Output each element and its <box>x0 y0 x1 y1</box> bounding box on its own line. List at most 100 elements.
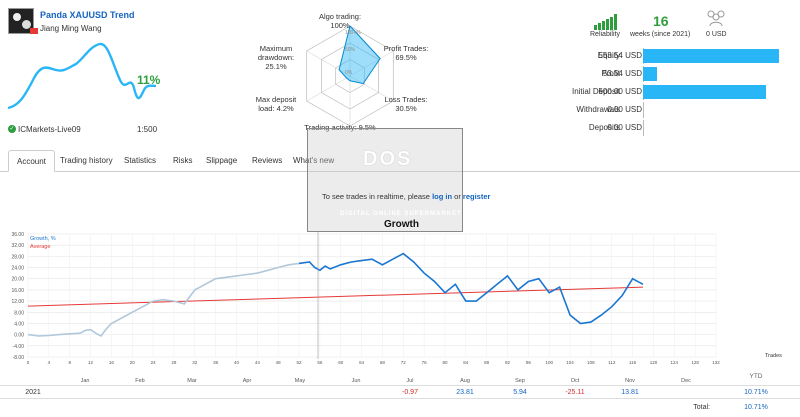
month-label: Jul <box>406 378 413 384</box>
weeks-count: 16 <box>653 13 669 29</box>
tab-trading-history[interactable]: Trading history <box>60 156 113 165</box>
ytd-header: YTD <box>749 373 763 380</box>
x-tick-label: 104 <box>566 360 574 365</box>
x-tick-label: 40 <box>234 360 240 365</box>
stat-bar <box>643 67 657 81</box>
x-tick-label: 72 <box>401 360 407 365</box>
x-tick-label: 88 <box>484 360 490 365</box>
radar-label-activity: Trading activity: 9.5% <box>304 123 376 132</box>
radar-tick: 0% <box>345 70 353 76</box>
month-label: Oct <box>571 378 580 384</box>
reliability-label: Reliability <box>590 31 620 38</box>
stat-label: Withdrawals <box>576 105 620 114</box>
stat-value: 53.54 USD <box>602 69 642 78</box>
ytd-value: 10.71% <box>744 389 768 396</box>
stat-row-withdrawals: Withdrawals 0.00 USD <box>540 102 790 118</box>
x-tick-label: 44 <box>255 360 261 365</box>
login-link[interactable]: log in <box>432 192 453 201</box>
y-tick-label: 20.00 <box>11 277 24 283</box>
stat-row-profit: Profit 53.54 USD <box>540 66 790 82</box>
year-cell: 2021 <box>25 389 41 396</box>
watermark-brand: DOS <box>363 148 413 170</box>
y-tick-label: 4.00 <box>14 321 24 327</box>
y-tick-label: 32.00 <box>11 243 24 249</box>
x-tick-label: 48 <box>276 360 282 365</box>
radar-label-algo: Algo trading: 100% <box>318 12 362 30</box>
y-tick-label: 8.00 <box>14 310 24 316</box>
x-tick-label: 4 <box>48 360 51 365</box>
y-tick-label: -4.00 <box>13 344 25 350</box>
subscribers-value: 0 USD <box>706 31 727 38</box>
author-avatar[interactable] <box>8 8 34 34</box>
growth-line-history <box>27 262 300 338</box>
tab-reviews[interactable]: Reviews <box>252 156 283 165</box>
x-tick-label: 24 <box>151 360 157 365</box>
growth-chart[interactable]: 36.00 32.00 28.00 24.00 20.00 16.00 12.00 8.00 4… <box>0 228 800 388</box>
tab-risks[interactable]: Risks <box>173 156 193 165</box>
total-label: Total: <box>693 404 710 411</box>
x-tick-label: 20 <box>130 360 136 365</box>
radar-polygon <box>338 24 381 85</box>
stat-value: 0.00 USD <box>607 123 642 132</box>
month-label: Sep <box>515 378 525 384</box>
x-tick-label: 128 <box>691 360 699 365</box>
month-return: 13.81 <box>621 389 639 396</box>
x-tick-label: 120 <box>650 360 658 365</box>
signal-title[interactable]: Panda XAUUSD Trend <box>40 10 135 20</box>
radar-label-profit: Profit Trades: 69.5% <box>383 44 429 62</box>
tab-slippage[interactable]: Slippage <box>206 156 238 165</box>
x-tick-label: 132 <box>712 360 720 365</box>
x-tick-label: 16 <box>109 360 115 365</box>
x-tick-label: 0 <box>27 360 30 365</box>
broker-server[interactable]: ICMarkets-Live09 <box>18 125 81 134</box>
stat-label: Initial Deposit <box>571 87 620 96</box>
author-name[interactable]: Jiang Ming Wang <box>40 24 102 33</box>
growth-percent: 11% <box>137 73 161 87</box>
stat-row-deposits: Deposits 0.00 USD <box>540 120 790 136</box>
y-tick-label: -8.00 <box>13 355 25 361</box>
realtime-text: To see trades in realtime, please <box>322 192 433 201</box>
y-tick-label: 24.00 <box>11 266 24 272</box>
y-tick-label: 0.00 <box>14 333 24 339</box>
x-tick-label: 76 <box>422 360 428 365</box>
radar-tick: 100+% <box>345 30 361 36</box>
x-tick-label: 84 <box>463 360 469 365</box>
stat-value: 553.54 USD <box>598 51 642 60</box>
watermark-subtitle: DIGITAL ONLINE SUPERMARKET <box>340 211 462 217</box>
stat-bar <box>643 49 779 63</box>
x-tick-label: 112 <box>608 360 616 365</box>
x-tick-label: 12 <box>88 360 94 365</box>
radar-spoke <box>349 75 394 102</box>
radar-tick: 50% <box>345 47 356 53</box>
x-tick-label: 60 <box>338 360 344 365</box>
y-tick-label: 12.00 <box>11 299 24 305</box>
tab-account[interactable]: Account <box>8 150 55 172</box>
month-label: Jan <box>81 378 90 384</box>
month-label: Apr <box>243 378 252 384</box>
x-tick-label: 28 <box>171 360 177 365</box>
radar-spoke <box>349 50 394 77</box>
month-label: Aug <box>460 378 470 384</box>
x-tick-label: 52 <box>297 360 303 365</box>
stat-label: Profit <box>601 69 620 78</box>
x-tick-label: 92 <box>505 360 511 365</box>
register-link[interactable]: register <box>462 192 491 201</box>
month-label: Jun <box>352 378 361 384</box>
month-label: Feb <box>135 378 144 384</box>
x-tick-label: 32 <box>192 360 198 365</box>
leverage-value: 1:500 <box>137 125 158 134</box>
x-tick-label: 100 <box>545 360 553 365</box>
realtime-notice: To see trades in realtime, please log in… <box>322 192 490 201</box>
y-tick-label: 36.00 <box>11 232 24 238</box>
legend-average: Average <box>30 244 50 250</box>
radar-spoke <box>306 75 351 102</box>
tab-statistics[interactable]: Statistics <box>124 156 157 165</box>
month-return: -0.97 <box>402 389 418 396</box>
country-flag-icon <box>30 28 38 34</box>
y-tick-label: 16.00 <box>11 288 24 294</box>
x-tick-label: 68 <box>380 360 386 365</box>
month-return: 5.94 <box>513 389 527 396</box>
tab-what-s-new[interactable]: What's new <box>293 156 335 165</box>
month-return: -25.11 <box>565 389 585 396</box>
average-line <box>27 286 644 307</box>
